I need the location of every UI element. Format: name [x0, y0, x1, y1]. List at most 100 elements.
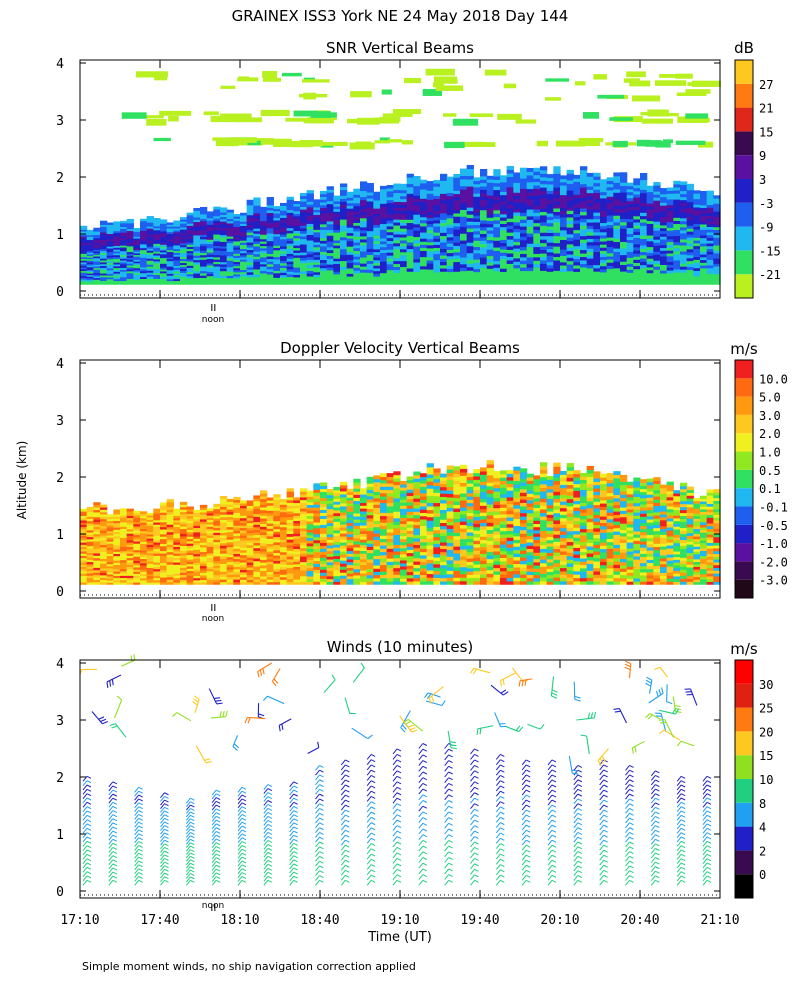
heat-cell: [626, 263, 634, 267]
heat-cell: [240, 532, 248, 536]
heat-cell: [206, 258, 214, 262]
heat-cell: [260, 528, 268, 533]
heat-cell: [326, 223, 334, 228]
heat-cell: [186, 227, 194, 231]
heat-cell: [353, 202, 361, 207]
heat-cell: [680, 199, 688, 204]
heat-cell: [320, 497, 328, 502]
heat-cell: [260, 227, 268, 231]
heat-cell: [193, 210, 201, 214]
heat-cell: [186, 545, 194, 549]
heat-cell: [300, 260, 308, 264]
heat-cell: [213, 562, 221, 566]
heat-cell: [340, 275, 348, 279]
heat-cell: [173, 557, 181, 561]
heat-cell: [346, 544, 354, 549]
heat-cell: [100, 224, 108, 227]
heat-cell: [340, 514, 348, 519]
heat-cell: [273, 499, 281, 503]
heat-cell: [600, 200, 608, 205]
heat-cell: [613, 257, 621, 262]
heat-cell: [326, 502, 334, 507]
heat-cell: [280, 531, 288, 535]
heat-cell: [313, 504, 321, 508]
heat-cell: [693, 275, 701, 280]
heat-cell: [120, 256, 128, 259]
heat-cell: [213, 527, 221, 531]
heat-cell: [693, 223, 701, 227]
heat-cell: [333, 281, 341, 285]
heat-cell: [460, 188, 468, 193]
heat-cell: [120, 575, 128, 579]
heat-cell: [520, 174, 528, 179]
heat-cell: [240, 244, 248, 247]
heat-cell: [693, 253, 701, 258]
heat-cell: [360, 187, 368, 192]
heat-cell: [433, 232, 441, 236]
heat-cell: [173, 564, 181, 567]
heat-cell: [253, 534, 261, 538]
heat-cell: [593, 264, 601, 269]
heat-cell: [586, 195, 594, 200]
heat-cell: [113, 243, 121, 246]
heat-cell: [346, 281, 354, 285]
heat-cell: [300, 547, 308, 551]
heat-cell: [93, 502, 101, 506]
heat-cell: [253, 233, 261, 237]
heat-cell: [533, 232, 541, 237]
heat-cell: [420, 225, 428, 230]
heat-cell: [106, 273, 114, 276]
heat-cell: [173, 570, 181, 574]
heat-cell: [666, 196, 674, 200]
heat-cell: [160, 545, 168, 549]
heat-cell: [654, 80, 687, 86]
heat-cell: [580, 200, 588, 205]
heat-cell: [500, 255, 508, 260]
heat-cell: [333, 526, 341, 531]
heat-cell: [440, 241, 448, 246]
heat-cell: [286, 533, 294, 537]
heat-cell: [213, 254, 221, 258]
heat-cell: [640, 241, 648, 246]
heat-cell: [100, 261, 108, 265]
heat-cell: [253, 210, 261, 214]
heat-cell: [140, 232, 148, 235]
heat-cell: [386, 246, 394, 250]
heat-cell: [393, 236, 401, 241]
heat-cell: [533, 171, 541, 176]
heat-cell: [226, 244, 234, 248]
heat-cell: [373, 208, 381, 212]
heat-cell: [200, 565, 208, 569]
heat-cell: [313, 274, 321, 278]
heat-cell: [326, 553, 334, 557]
heat-cell: [660, 219, 668, 223]
heat-cell: [526, 209, 534, 214]
heat-cell: [160, 278, 168, 281]
heat-cell: [606, 205, 614, 210]
heat-cell: [226, 498, 234, 503]
heat-cell: [673, 202, 681, 206]
heat-cell: [193, 214, 201, 218]
heat-cell: [453, 267, 461, 272]
heat-cell: [553, 225, 561, 230]
heat-cell: [200, 272, 208, 276]
heat-cell: [326, 508, 334, 512]
heat-cell: [500, 229, 508, 234]
heat-cell: [213, 565, 221, 569]
heat-cell: [600, 265, 608, 270]
heat-cell: [206, 237, 214, 240]
heat-cell: [526, 273, 534, 278]
heat-cell: [333, 245, 341, 249]
heat-cell: [300, 241, 308, 245]
heat-cell: [640, 189, 648, 194]
heat-cell: [193, 531, 201, 535]
heat-cell: [606, 211, 614, 216]
heat-cell: [446, 255, 454, 260]
heat-cell: [133, 229, 141, 232]
heat-cell: [406, 241, 414, 246]
heat-cell: [220, 519, 228, 523]
heat-cell: [433, 216, 441, 221]
heat-cell: [413, 249, 421, 253]
